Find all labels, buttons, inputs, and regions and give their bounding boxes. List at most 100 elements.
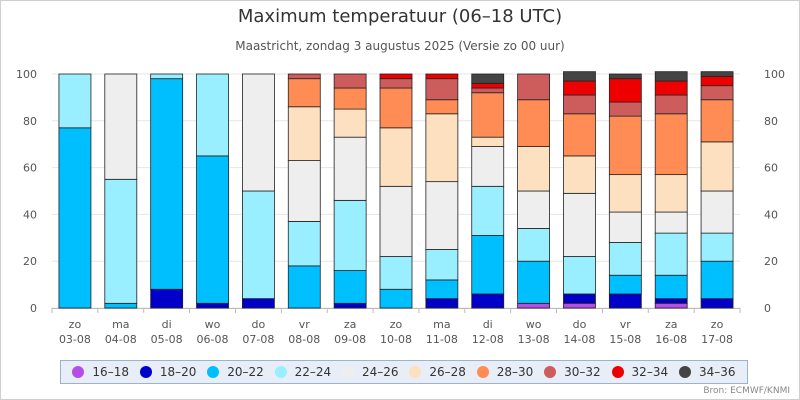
- bar-segment: [379, 73, 413, 80]
- bar-segment: [654, 94, 688, 115]
- x-tick-label-date: 03-08: [59, 333, 91, 346]
- bar-segment: [563, 113, 596, 157]
- bar-segment: [654, 71, 688, 82]
- bar-segment: [517, 73, 550, 101]
- legend-swatch-icon: [341, 366, 354, 378]
- y-tick-label-right: 80: [764, 115, 778, 128]
- x-tick-label-date: 12-08: [472, 333, 504, 346]
- legend-item[interactable]: 22–24: [274, 365, 331, 379]
- bar-segment: [700, 298, 734, 309]
- x-tick-label-day: do: [573, 318, 587, 331]
- bar-segment: [608, 274, 642, 295]
- legend-item[interactable]: 30–32: [544, 365, 601, 379]
- bar-segment: [700, 190, 734, 234]
- bar-segment: [608, 174, 642, 213]
- bar-segment: [58, 73, 92, 129]
- legend-item[interactable]: 24–26: [341, 365, 399, 379]
- legend-swatch-icon: [207, 366, 220, 378]
- bar-segment: [471, 146, 505, 187]
- bar-segment: [379, 127, 413, 187]
- x-tick-label-date: 16-08: [655, 333, 687, 346]
- bar-segment: [150, 73, 184, 80]
- y-tick-label-right: 40: [764, 208, 778, 221]
- legend-label: 28–30: [496, 365, 534, 379]
- bar-segment: [700, 141, 734, 192]
- x-tick-label-date: 08-08: [288, 333, 320, 346]
- x-tick-label-day: di: [483, 318, 493, 331]
- x-tick-label-day: vr: [299, 318, 311, 331]
- bar-segment: [517, 146, 550, 192]
- bar-segment: [517, 99, 550, 147]
- x-tick-label-day: di: [162, 318, 172, 331]
- bar-segment: [379, 87, 413, 129]
- bar-segment: [563, 293, 596, 304]
- x-tick-label-date: 14-08: [563, 333, 595, 346]
- legend-label: 16–18: [92, 365, 129, 379]
- bar-segment: [58, 127, 92, 309]
- legend-item[interactable]: 32–34: [611, 365, 668, 379]
- x-tick-label-day: wo: [205, 318, 221, 331]
- bar-segment: [333, 270, 367, 304]
- bar-segment: [150, 288, 184, 309]
- bar-segment: [563, 302, 596, 309]
- bar-segment: [700, 232, 734, 262]
- bar-segment: [471, 235, 505, 295]
- bar-segment: [471, 82, 505, 89]
- bar-segment: [563, 80, 596, 96]
- bar-segment: [471, 293, 505, 309]
- bar-segment: [563, 192, 596, 257]
- x-tick-label-day: wo: [526, 318, 542, 331]
- bar-segment: [608, 211, 642, 243]
- bar-segment: [563, 155, 596, 194]
- bar-segment: [425, 249, 459, 281]
- x-tick-label-date: 17-08: [701, 333, 733, 346]
- legend-item[interactable]: 34–36: [678, 365, 735, 379]
- bar-segment: [517, 260, 550, 304]
- legend-swatch-icon: [72, 366, 85, 378]
- bar-segment: [196, 155, 229, 304]
- bar-segment: [654, 113, 688, 176]
- bar-segment: [379, 256, 413, 290]
- x-tick-label-day: zo: [390, 318, 403, 331]
- legend-label: 26–28: [429, 365, 466, 379]
- bar-segment: [425, 279, 459, 300]
- chart-title: Maximum temperatuur (06–18 UTC): [237, 6, 563, 27]
- legend-item[interactable]: 18–20: [139, 365, 197, 379]
- legend-item[interactable]: 26–28: [409, 365, 466, 379]
- y-tick-label-left: 0: [30, 302, 37, 315]
- bar-segment: [425, 78, 459, 101]
- bar-segment: [700, 260, 734, 300]
- bar-segment: [654, 298, 688, 304]
- legend-label: 24–26: [361, 365, 399, 379]
- bar-segment: [333, 302, 367, 309]
- bar-segment: [333, 199, 367, 271]
- legend-item[interactable]: 20–22: [207, 365, 264, 379]
- bar-segment: [287, 106, 321, 161]
- bar-segment: [196, 302, 229, 309]
- bar-segment: [700, 75, 734, 87]
- legend-item[interactable]: 16–18: [72, 365, 129, 379]
- bar-segment: [379, 185, 413, 257]
- legend-swatch-icon: [409, 366, 422, 378]
- bar-segment: [517, 228, 550, 262]
- x-tick-label-date: 11-08: [426, 333, 458, 346]
- bar-segment: [608, 73, 642, 80]
- x-tick-label-date: 09-08: [334, 333, 366, 346]
- x-tick-label-date: 06-08: [197, 333, 229, 346]
- bar-segment: [333, 87, 367, 110]
- bar-segment: [700, 99, 734, 143]
- legend-label: 30–32: [564, 365, 601, 379]
- x-tick-label-day: zo: [711, 318, 724, 331]
- bar-segment: [333, 136, 367, 201]
- bar-segment: [241, 190, 275, 300]
- legend-label: 18–20: [159, 365, 197, 379]
- x-tick-label-day: vr: [620, 318, 632, 331]
- legend-item[interactable]: 28–30: [476, 365, 534, 379]
- x-tick-label-date: 15-08: [609, 333, 641, 346]
- x-tick-label-date: 07-08: [242, 333, 274, 346]
- bar-segment: [517, 302, 550, 309]
- bar-segment: [425, 298, 459, 309]
- bar-segment: [425, 181, 459, 250]
- credits: Bron: ECMWF/KNMI: [703, 386, 790, 396]
